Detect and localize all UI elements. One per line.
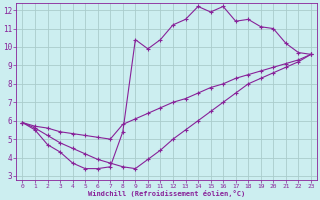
X-axis label: Windchill (Refroidissement éolien,°C): Windchill (Refroidissement éolien,°C)	[88, 190, 245, 197]
